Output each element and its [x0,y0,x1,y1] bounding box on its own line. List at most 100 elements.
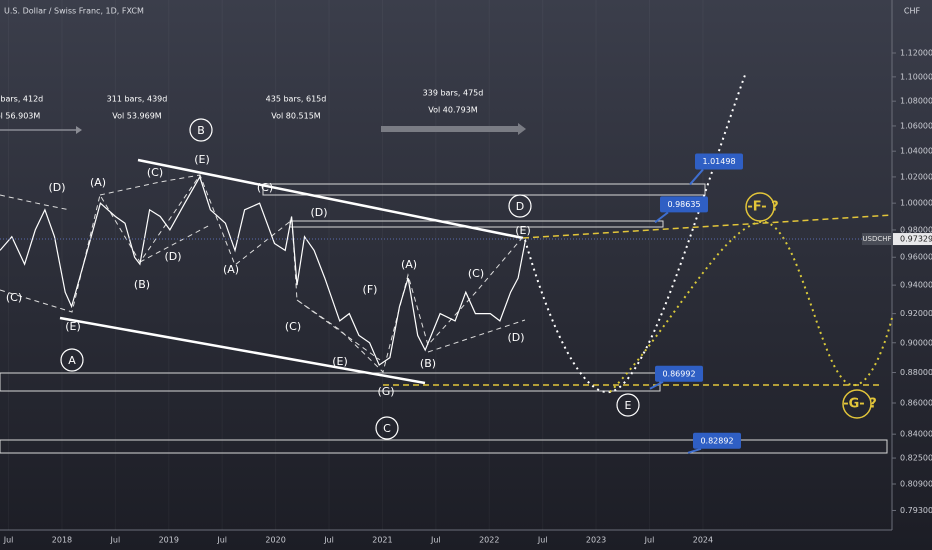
symbol-label: USDCHF [862,235,891,243]
price-tag [693,432,741,449]
wave-label: (A) [90,176,106,189]
price-tag-label: 0.86992 [662,369,695,378]
x-tick-label: Jul [644,536,655,545]
price-tag-label: 1.01498 [702,157,735,166]
y-tick-label: 1.00000 [900,199,932,208]
x-tick-label: Jul [537,536,548,545]
wave-line [0,194,71,211]
wave-circle-label: E [625,399,632,412]
y-tick-label: 1.02000 [900,172,932,181]
last-price-label: 0.97329 [900,235,932,244]
projection-path [524,74,746,394]
wave-label: (E) [332,355,348,368]
wave-circle [508,194,532,218]
last-price-tag [893,233,932,246]
x-tick-label: 2019 [159,536,179,545]
price-tag-pointer [689,168,704,186]
y-tick-label: 0.96000 [900,253,932,262]
range-info: 435 bars, 615d [266,95,327,104]
wave-label: (B) [420,357,436,370]
labels: 1.01498 0.98635 0.86992 0.82892 2 bars, 412d… [0,89,877,454]
y-tick-label: 0.79300 [900,506,932,515]
x-tick-label: Jul [430,536,441,545]
wave-line [296,299,381,361]
wave-circle [60,348,84,372]
y-tick-label: 0.92000 [900,309,932,318]
currency-label: CHF [904,7,921,16]
wave-circle-label: B [197,124,205,137]
channel-line [59,316,426,385]
wave-line [139,224,211,263]
y-tick-label: 1.10000 [900,72,932,81]
wave-line [427,319,526,353]
range-info: 2 bars, 412d [0,95,43,104]
x-tick-label: 2022 [479,536,499,545]
x-tick-label: 2024 [693,536,713,545]
range-info: Vol 53.969M [112,112,162,121]
range-arrow [518,123,526,135]
drawings [0,74,893,454]
price-tag-label: 0.82892 [700,436,733,445]
y-tick-label: 0.86000 [900,399,932,408]
y-tick-label: 1.12000 [900,48,932,57]
x-tick-label: Jul [216,536,227,545]
channel-line [137,158,524,240]
wave-label: (G) [377,385,394,398]
wave-label: (C) [285,320,301,333]
symbol-tag [862,233,892,246]
price-tag-pointer [649,380,664,390]
wave-circle-label: D [516,200,524,213]
wave-circle [189,118,213,142]
range-info: 311 bars, 439d [107,95,168,104]
x-tick-label: 2018 [52,536,72,545]
price-line [0,175,527,366]
x-tick-label: 2023 [586,536,606,545]
wave-label: (E) [65,320,81,333]
y-tick-label: 0.98000 [900,225,932,234]
wave-label: (E) [194,153,210,166]
y-tick-label: 0.82500 [900,454,932,463]
range-info: Vol 40.793M [428,106,478,115]
target-label: -F- ? [747,200,778,215]
wave-label: (D) [164,250,181,263]
y-tick-label: 0.88000 [900,368,932,377]
x-tick-label: Jul [323,536,334,545]
y-tick-label: 1.04000 [900,147,932,156]
zone-box [262,183,706,196]
wave-label: (C) [257,181,273,194]
wave-label: (F) [363,283,378,296]
y-tick-label: 0.94000 [900,281,932,290]
x-tick-label: 2020 [265,536,285,545]
y-tick-label: 1.08000 [900,97,932,106]
wave-label: (C) [147,166,163,179]
range-arrow [381,126,518,132]
price-tag-pointer [654,211,669,224]
range-info: Vol 80.515M [271,112,321,121]
range-arrow [76,126,82,134]
wave-label: (E) [515,224,531,237]
target-circle [745,192,775,222]
range-info: ol 56.903M [0,112,40,121]
wave-label: (C) [468,267,484,280]
price-tag [695,153,743,170]
wave-label: (A) [401,258,417,271]
wave-circle [616,393,640,417]
wave-line [99,174,201,196]
zone-box [0,372,661,392]
wave-label: (B) [134,278,150,291]
zone-box [0,439,888,454]
price-tag-pointer [687,447,702,454]
x-tick-label: Jul [3,536,14,545]
y-tick-label: 1.06000 [900,121,932,130]
target-circle [842,389,872,419]
wave-label: (A) [223,263,239,276]
price-tag [660,196,708,213]
y-tick-label: 0.80900 [900,480,932,489]
wave-circle-label: A [68,354,76,367]
grid [8,0,896,530]
x-tick-label: 2021 [372,536,392,545]
y-tick-label: 0.90000 [900,338,932,347]
wave-label: (D) [310,206,327,219]
